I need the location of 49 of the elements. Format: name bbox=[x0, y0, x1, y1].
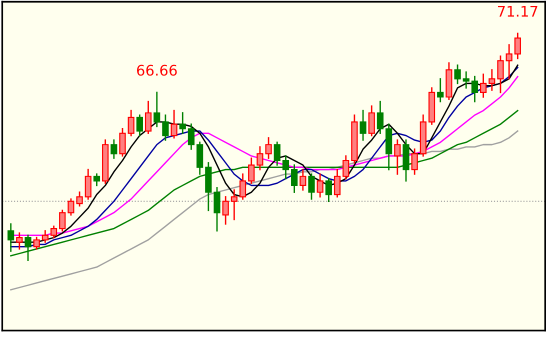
candlestick bbox=[8, 223, 14, 252]
candlestick bbox=[144, 100, 152, 134]
candlestick bbox=[128, 110, 134, 136]
candlestick bbox=[376, 100, 384, 134]
candlestick bbox=[154, 92, 160, 128]
candlestick bbox=[33, 236, 40, 250]
candlestick bbox=[488, 69, 496, 91]
candlestick bbox=[93, 173, 100, 186]
candlestick bbox=[170, 110, 178, 139]
candlestick bbox=[188, 124, 195, 150]
candlestick bbox=[162, 114, 169, 141]
candlestick bbox=[136, 114, 143, 136]
candlestick bbox=[411, 148, 418, 175]
candlestick bbox=[316, 173, 324, 198]
annotation: 71.17 bbox=[498, 6, 538, 17]
candlestick bbox=[497, 55, 504, 94]
candlestick bbox=[119, 128, 126, 157]
candlestick bbox=[214, 187, 220, 232]
candlestick bbox=[514, 32, 521, 60]
candlestick bbox=[334, 168, 341, 198]
candlestick bbox=[274, 142, 280, 166]
candlestick bbox=[84, 168, 92, 200]
candlestick bbox=[16, 232, 23, 250]
candlestick bbox=[462, 71, 470, 89]
candlestick bbox=[360, 110, 366, 141]
candlestick bbox=[325, 178, 332, 202]
candlestick bbox=[437, 78, 444, 102]
candlestick bbox=[480, 74, 487, 98]
candlestick bbox=[239, 173, 246, 200]
candlestick bbox=[50, 226, 58, 238]
candlestick bbox=[308, 173, 315, 200]
candlestick bbox=[179, 112, 186, 134]
candlestick bbox=[282, 155, 290, 180]
candlestick bbox=[248, 158, 255, 184]
candlestick bbox=[506, 44, 512, 80]
candlestick bbox=[471, 76, 478, 102]
annotation: 66.66 bbox=[137, 64, 177, 76]
candlestick bbox=[368, 105, 375, 136]
candlestick bbox=[196, 142, 204, 175]
candlestick bbox=[110, 139, 118, 159]
candlestick bbox=[454, 64, 461, 84]
candlestick bbox=[230, 189, 238, 220]
candlestick bbox=[222, 196, 229, 225]
candlestick bbox=[394, 139, 401, 175]
candlestick bbox=[59, 210, 66, 232]
candlestick bbox=[342, 155, 350, 180]
candlestick bbox=[42, 230, 48, 243]
candlestick bbox=[291, 164, 298, 193]
candlestick bbox=[300, 168, 306, 191]
